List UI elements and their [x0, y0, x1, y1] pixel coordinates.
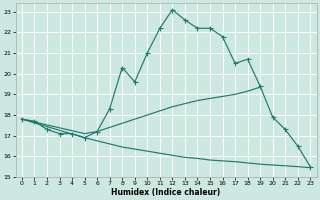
X-axis label: Humidex (Indice chaleur): Humidex (Indice chaleur): [111, 188, 221, 197]
